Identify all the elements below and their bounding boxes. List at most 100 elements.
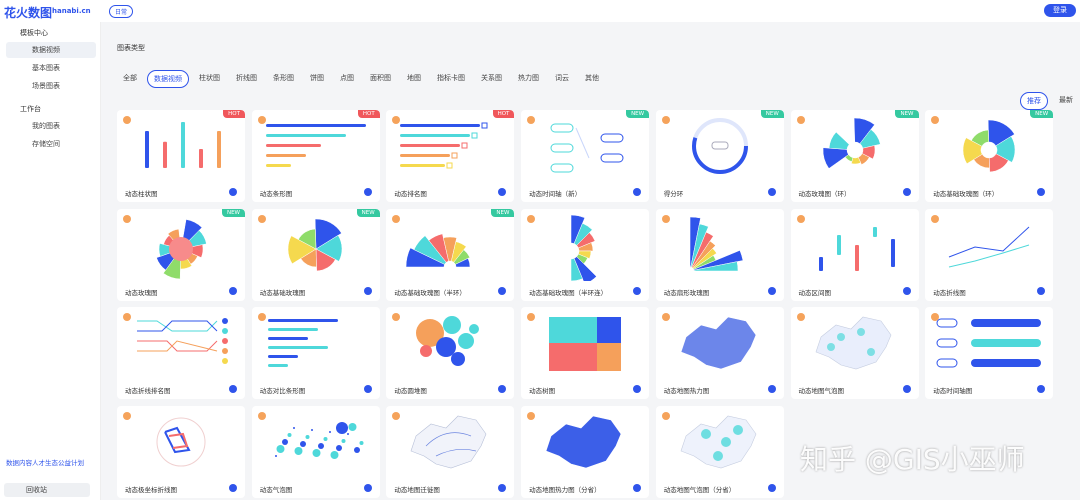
play-button[interactable] xyxy=(1037,188,1046,196)
thumb-shape xyxy=(988,119,1016,147)
tab[interactable]: 其他 xyxy=(585,74,599,82)
nav-item[interactable]: 场景图表 xyxy=(32,82,60,90)
nav-group-title[interactable]: 模板中心 xyxy=(20,29,48,37)
card-badge: NEW xyxy=(221,208,245,217)
play-button[interactable] xyxy=(633,188,642,196)
card-label: 动态玫瑰图（环） xyxy=(798,190,851,198)
template-card[interactable]: 动态时间轴图 xyxy=(925,307,1054,399)
card-icon xyxy=(392,214,401,223)
play-button[interactable] xyxy=(498,188,507,196)
template-card[interactable]: 动态折线图 xyxy=(925,208,1054,301)
sort-button[interactable]: 推荐 xyxy=(1020,92,1048,110)
play-button[interactable] xyxy=(363,286,372,295)
play-button[interactable] xyxy=(229,286,237,295)
template-card[interactable]: 动态地图热力图 xyxy=(655,307,784,399)
thumbnail xyxy=(815,316,891,370)
tab[interactable]: 点图 xyxy=(340,74,354,82)
template-card[interactable]: 动态极坐标折线图 xyxy=(117,405,245,498)
sort-button[interactable]: 最新 xyxy=(1059,96,1073,104)
tab[interactable]: 条形图 xyxy=(273,74,294,82)
template-card[interactable]: 动态地图气泡图 xyxy=(790,307,919,399)
nav-item[interactable]: 数据视频 xyxy=(6,42,96,58)
card-icon xyxy=(527,313,536,321)
thumbnail xyxy=(400,122,488,169)
play-button[interactable] xyxy=(902,188,911,196)
tab[interactable]: 面积图 xyxy=(370,74,391,82)
thumb-shape xyxy=(856,328,865,336)
thumbnail xyxy=(145,122,221,168)
nav-item[interactable]: 基本图表 xyxy=(32,64,60,72)
nav-item[interactable]: 我的图表 xyxy=(32,122,60,130)
template-card[interactable]: 动态折线排名图 xyxy=(117,307,245,399)
card-icon xyxy=(123,116,131,124)
thumb-shape xyxy=(680,316,757,370)
template-card[interactable]: 动态基础玫瑰图（半环连） xyxy=(521,208,650,301)
play-button[interactable] xyxy=(498,286,507,295)
template-card[interactable]: 动态基础玫瑰图（环） NEW xyxy=(925,110,1054,202)
template-card[interactable]: 动态区间图 xyxy=(790,208,919,301)
play-button[interactable] xyxy=(229,483,237,492)
tab[interactable]: 指标卡图 xyxy=(437,74,465,82)
nav-group-title[interactable]: 工作台 xyxy=(20,105,41,113)
template-card[interactable]: 动态玫瑰图（环） NEW xyxy=(790,110,919,202)
play-button[interactable] xyxy=(633,286,642,295)
play-button[interactable] xyxy=(767,286,776,295)
template-card[interactable]: 动态基础玫瑰图（半环） NEW xyxy=(386,208,515,301)
template-card[interactable]: 动态地图迁徙图 xyxy=(386,405,515,498)
template-card[interactable]: 动态玫瑰图 NEW xyxy=(117,208,245,301)
tab[interactable]: 热力图 xyxy=(518,74,539,82)
tab[interactable]: 词云 xyxy=(555,74,569,82)
play-button[interactable] xyxy=(902,286,911,295)
play-button[interactable] xyxy=(363,385,372,393)
play-button[interactable] xyxy=(363,188,372,196)
template-card[interactable]: 得分环 NEW xyxy=(655,110,784,202)
tab[interactable]: 地图 xyxy=(407,74,421,82)
template-card[interactable]: 动态对比条形图 xyxy=(251,307,380,399)
tab[interactable]: 柱状图 xyxy=(199,74,220,82)
play-button[interactable] xyxy=(633,385,642,393)
play-button[interactable] xyxy=(767,385,776,393)
template-card[interactable]: 动态时间轴（新） NEW xyxy=(521,110,650,202)
template-card[interactable]: 动态扇形玫瑰图 xyxy=(655,208,784,301)
play-button[interactable] xyxy=(229,385,237,393)
template-card[interactable]: 动态条形图 HOT xyxy=(251,110,380,202)
play-button[interactable] xyxy=(767,188,776,196)
tab[interactable]: 关系图 xyxy=(481,74,502,82)
tab[interactable]: 数据视频 xyxy=(147,70,189,88)
thumb-shape xyxy=(971,359,1042,367)
template-card[interactable]: 动态树图 xyxy=(521,307,650,399)
nav-item[interactable]: 存储空间 xyxy=(32,140,60,148)
template-card[interactable]: 动态基础玫瑰图 NEW xyxy=(251,208,380,301)
card-icon xyxy=(392,411,401,420)
login-button[interactable]: 登录 xyxy=(1044,4,1076,17)
thumb-shape xyxy=(550,123,574,133)
tab[interactable]: 饼图 xyxy=(310,74,324,82)
badge[interactable]: 日常 xyxy=(109,5,134,18)
thumb-shape xyxy=(199,149,203,168)
template-card[interactable]: 动态柱状图 HOT xyxy=(117,110,245,202)
play-button[interactable] xyxy=(1037,385,1046,393)
play-button[interactable] xyxy=(498,385,507,393)
card-label: 动态玫瑰图 xyxy=(125,288,158,297)
promo-link[interactable]: 数据内容人才生态公益计划 xyxy=(6,459,84,467)
tab[interactable]: 折线图 xyxy=(236,74,257,82)
play-button[interactable] xyxy=(229,188,237,196)
play-button[interactable] xyxy=(363,483,372,492)
tab[interactable]: 全部 xyxy=(123,74,137,82)
trash[interactable]: 回收站 xyxy=(4,483,90,497)
thumb-shape xyxy=(335,444,342,451)
template-card[interactable]: 动态气泡图 xyxy=(251,405,380,498)
play-button[interactable] xyxy=(1037,286,1046,295)
play-button[interactable] xyxy=(633,483,642,492)
thumb-shape xyxy=(400,134,471,137)
thumb-shape xyxy=(866,348,875,356)
template-card[interactable]: 动态圆堆图 xyxy=(386,307,515,399)
thumb-shape xyxy=(815,316,891,370)
template-card[interactable]: 动态地图热力图（分省） xyxy=(521,405,650,498)
play-button[interactable] xyxy=(902,385,911,393)
play-button[interactable] xyxy=(767,483,776,492)
template-card[interactable]: 动态排名图 HOT xyxy=(386,110,515,202)
play-button[interactable] xyxy=(498,483,507,492)
template-card[interactable]: 动态地图气泡图（分省） xyxy=(655,405,784,498)
thumb-shape xyxy=(451,152,458,159)
